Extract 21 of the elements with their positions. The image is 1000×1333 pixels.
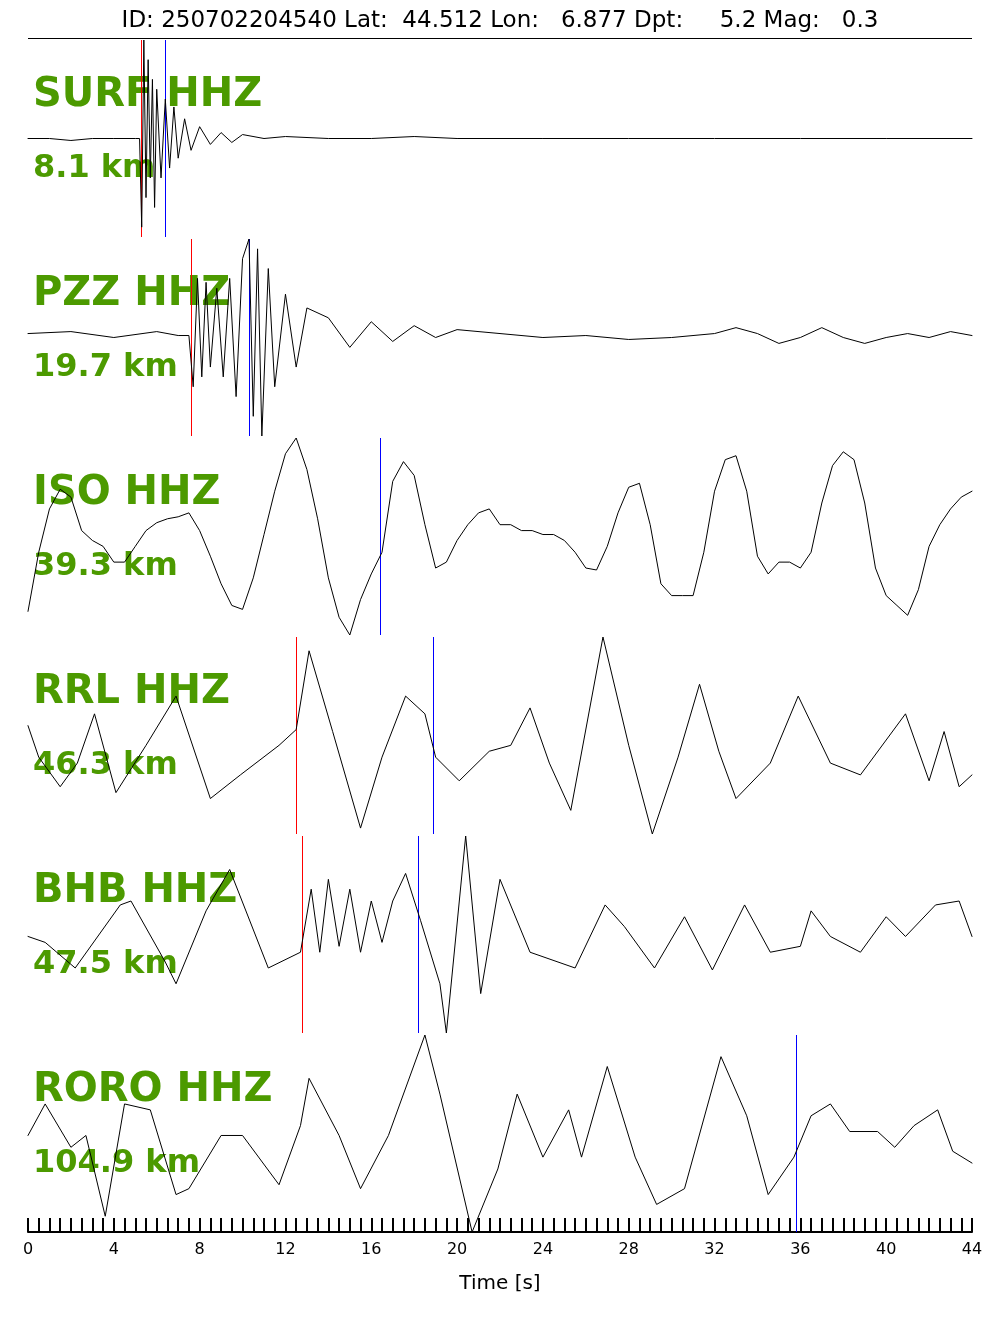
x-tick-label: 0 xyxy=(22,1238,34,1258)
x-tick-label: 24 xyxy=(532,1238,554,1258)
x-tick-label: 12 xyxy=(275,1238,296,1258)
text: BHB HHZ xyxy=(33,865,238,911)
x-tick-label: 36 xyxy=(790,1238,811,1258)
text: 19.7 km xyxy=(33,346,178,384)
x-tick-label: 28 xyxy=(618,1238,639,1258)
text: RRL HHZ xyxy=(33,666,230,712)
x-tick-label: 32 xyxy=(704,1238,725,1258)
x-tick-label: 44 xyxy=(961,1238,983,1258)
text: ID: 250702204540 Lat: 44.512 Lon: 6.877 Dpt: 5.2 Mag: 0.3 xyxy=(121,6,879,32)
x-axis-title: Time [s] xyxy=(458,1270,541,1294)
x-tick-label: 20 xyxy=(446,1238,468,1258)
text: 47.5 km xyxy=(33,943,178,981)
x-tick-label: 8 xyxy=(194,1238,205,1258)
x-tick-label: 4 xyxy=(108,1238,119,1258)
text: RORO HHZ xyxy=(33,1064,273,1110)
text: ISO HHZ xyxy=(33,467,221,513)
text: 39.3 km xyxy=(33,545,178,583)
x-tick-label: 16 xyxy=(361,1238,382,1258)
x-tick-label: 40 xyxy=(876,1238,897,1258)
